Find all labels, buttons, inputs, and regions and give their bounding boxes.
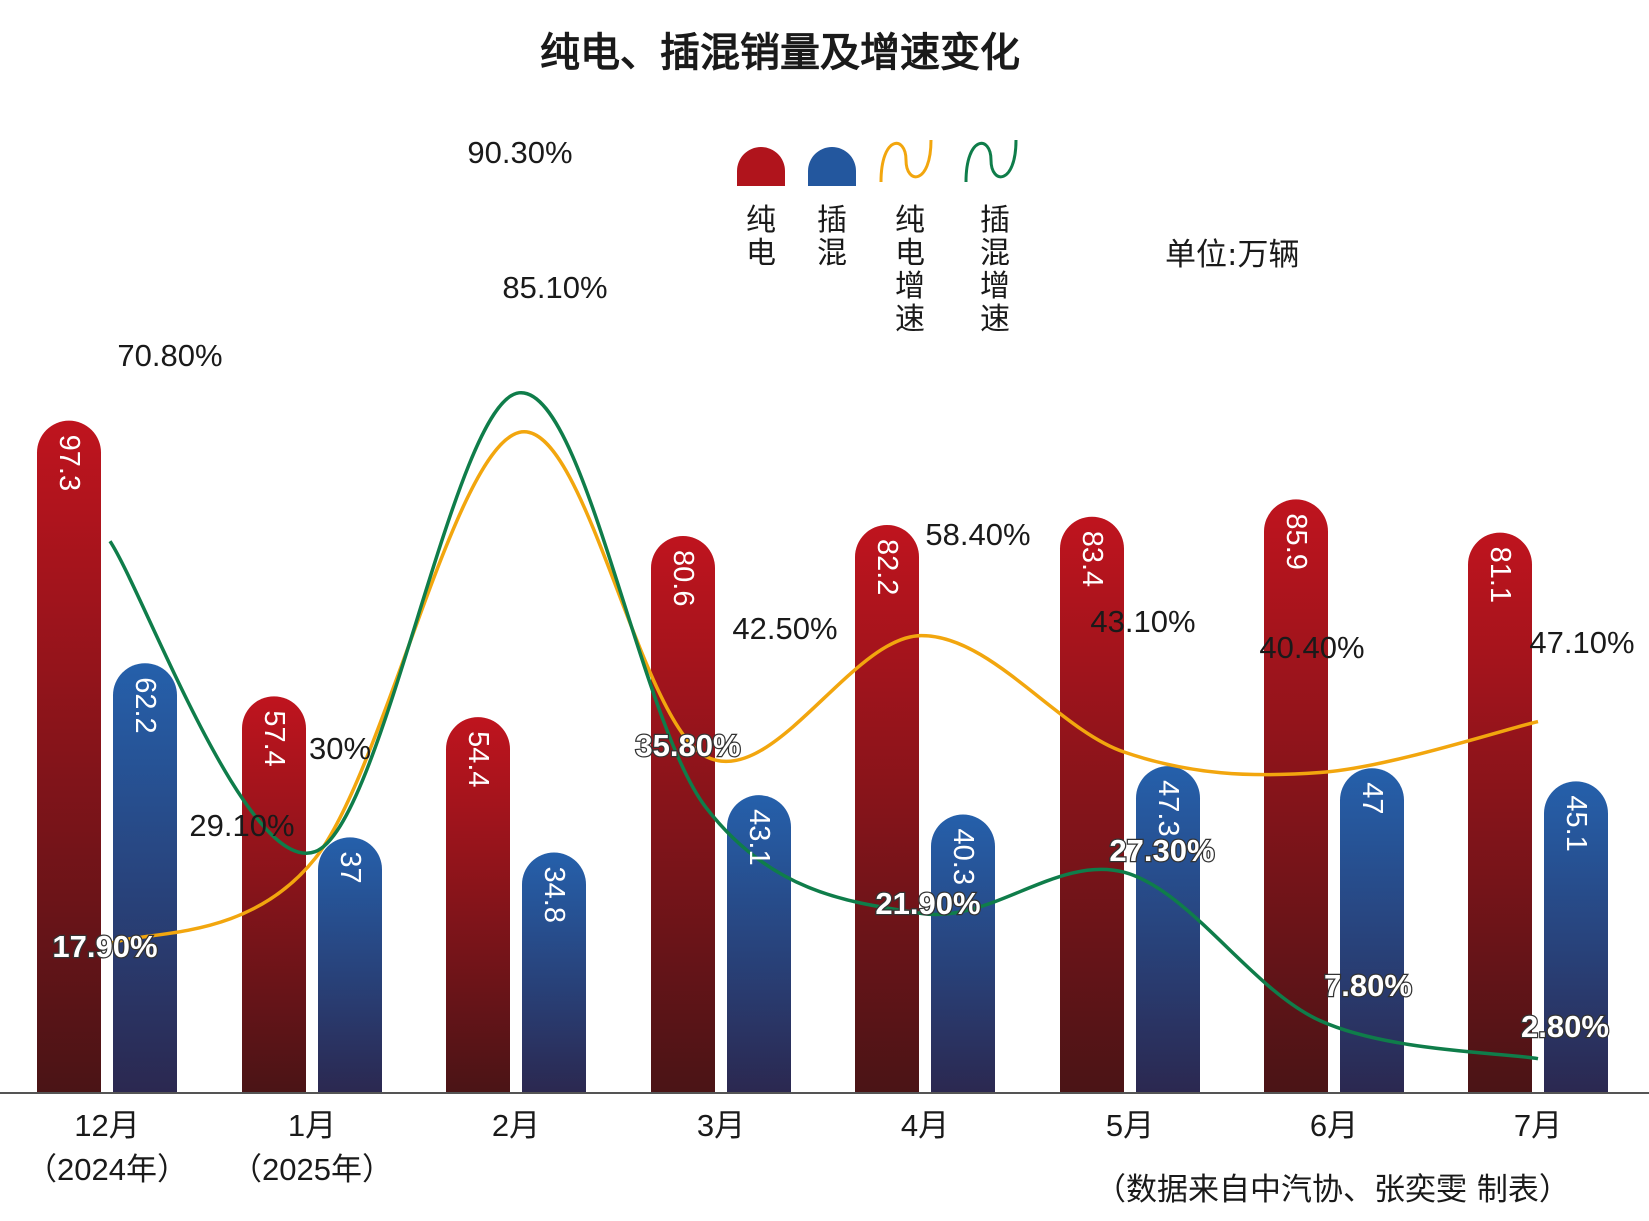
bar-bev [855, 524, 919, 1093]
bev-growth-label: 43.10% [1090, 604, 1195, 639]
bar-bev [37, 420, 101, 1094]
category-labels: 12月 （2024年） 1月 （2025年） 2月 3月 4月 5月 6月 7月 [26, 1108, 1562, 1187]
line-bev-growth [109, 430, 1539, 946]
bar-phev [1340, 768, 1404, 1093]
bev-growth-label: 58.40% [925, 517, 1030, 552]
bar-phev [113, 663, 177, 1093]
bev-growth-label: 85.10% [502, 270, 607, 305]
bar-phev [1136, 766, 1200, 1093]
unit-note: 单位:万辆 [1165, 237, 1299, 273]
chart-title: 纯电、插混销量及增速变化 [540, 30, 1020, 76]
bar-bev-label: 80.6 [667, 550, 699, 606]
x-tick-label: 6月 [1310, 1108, 1358, 1143]
lines-layer [108, 391, 1539, 1061]
bar-phev-label: 47 [1356, 782, 1388, 814]
bev-growth-label: 47.10% [1529, 625, 1634, 660]
bar-bev-label: 57.4 [258, 710, 290, 766]
legend-label: 插混 [817, 203, 847, 271]
bev-growth-label: 40.40% [1259, 630, 1364, 665]
bar-phev-label: 34.8 [538, 867, 570, 923]
bev-growth-label: 29.10% [189, 808, 294, 843]
phev-growth-label: 35.80% [635, 728, 740, 763]
percent-labels-layer: 17.90% 29.10% 85.10% 42.50% 58.40% 43.10% 40.4… [51, 135, 1634, 1045]
phev-growth-label: 21.90% [875, 886, 980, 921]
bar-bev-label: 54.4 [462, 731, 494, 787]
x-tick-label: 2月 [492, 1108, 540, 1143]
legend-swatch-phev [808, 147, 856, 186]
x-tick-label: 3月 [697, 1108, 745, 1143]
line-phev-growth [108, 391, 1539, 1061]
x-tick-sublabel: （2024年） [26, 1152, 188, 1187]
bar-phev-label: 37 [334, 851, 366, 883]
x-tick-label: 5月 [1106, 1108, 1154, 1143]
phev-growth-label: 2.80% [1521, 1009, 1609, 1044]
bar-bev-label: 85.9 [1280, 513, 1312, 569]
bar-bev [1264, 499, 1328, 1093]
phev-growth-label: 70.80% [117, 338, 222, 373]
x-tick-sublabel: （2025年） [231, 1152, 393, 1187]
bev-growth-label: 17.90% [52, 929, 157, 964]
legend-label: 纯电 [746, 203, 776, 271]
legend-swatch-phev-growth [964, 139, 1018, 183]
x-tick-label: 1月 [288, 1108, 336, 1143]
legend-swatch-bev-growth [879, 139, 933, 183]
bar-phev-label: 62.2 [129, 677, 161, 733]
bar-phev [1544, 781, 1608, 1093]
bar-phev [931, 814, 995, 1093]
bev-growth-label: 42.50% [732, 611, 837, 646]
bar-bev-label: 81.1 [1484, 547, 1516, 603]
phev-growth-label: 30% [309, 731, 371, 766]
legend-swatch-bev [737, 147, 785, 186]
bar-phev-label: 43.1 [743, 809, 775, 865]
bar-labels-layer: 97.3 62.2 57.4 37 54.4 34.8 80.6 43.1 82.2 40.3 83… [53, 435, 1592, 923]
bar-bev [651, 536, 715, 1093]
phev-growth-label: 90.30% [467, 135, 572, 170]
bar-phev-label: 47.3 [1152, 780, 1184, 836]
bar-bev-label: 82.2 [871, 539, 903, 595]
bar-phev [318, 837, 382, 1093]
bar-bev [446, 717, 510, 1093]
bar-phev-label: 40.3 [947, 829, 979, 885]
legend-label: 纯电增速 [895, 203, 925, 337]
phev-growth-label: 7.80% [1324, 968, 1412, 1003]
x-tick-label: 12月 [74, 1108, 139, 1143]
bar-phev-label: 45.1 [1560, 795, 1592, 851]
legend-label: 插混增速 [980, 203, 1010, 337]
source-note: （数据来自中汽协、张奕雯 制表） [1095, 1172, 1570, 1208]
bar-bev-label: 97.3 [53, 435, 85, 491]
bar-bev [1468, 532, 1532, 1093]
bar-bev [1060, 516, 1124, 1093]
phev-growth-label: 27.30% [1109, 833, 1214, 868]
bar-phev [522, 852, 586, 1093]
x-tick-label: 7月 [1514, 1108, 1562, 1143]
bar-bev-label: 83.4 [1076, 531, 1108, 587]
x-tick-label: 4月 [901, 1108, 949, 1143]
